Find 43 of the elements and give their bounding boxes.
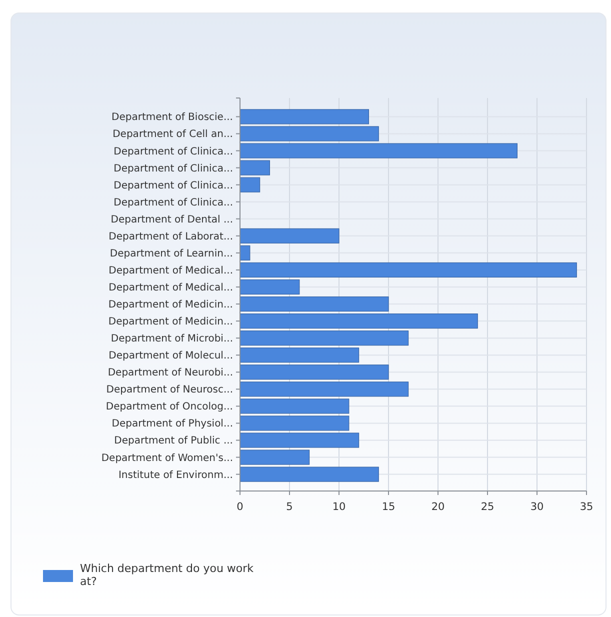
y-tick-label: Department of Physiol...	[112, 418, 233, 430]
y-tick-label: Department of Clinica...	[114, 197, 233, 208]
x-tick-label: 20	[431, 501, 445, 513]
y-tick-label: Department of Clinica...	[114, 163, 233, 174]
x-tick-label: 15	[382, 501, 396, 513]
bar	[240, 330, 409, 346]
y-tick-label: Institute of Environm...	[118, 470, 233, 481]
y-tick-label: Department of Microbi...	[110, 334, 233, 345]
x-tick-label: 0	[236, 501, 244, 513]
bar	[240, 382, 409, 397]
y-tick-label: Department of Medicin...	[108, 300, 233, 311]
y-tick-label: Department of Clinica...	[114, 180, 233, 192]
bar	[240, 364, 389, 380]
y-tick-label: Department of Medical...	[108, 282, 233, 294]
y-tick-label: Department of Neurosc...	[106, 384, 233, 396]
y-tick-label: Department of Molecul...	[108, 350, 233, 362]
x-tick-label: 25	[480, 501, 494, 513]
bar	[240, 296, 389, 312]
y-tick-label: Department of Public ...	[114, 436, 233, 447]
y-tick-label: Department of Medicin...	[108, 316, 233, 328]
y-tick-label: Department of Medical...	[108, 265, 233, 276]
x-tick-label: 35	[580, 501, 594, 513]
legend: Which department do you work at?	[43, 562, 254, 588]
y-tick-label: Department of Oncolog...	[106, 402, 233, 413]
bar	[240, 245, 250, 260]
y-tick-label: Department of Women's...	[101, 452, 233, 464]
y-tick-label: Department of Learnin...	[110, 248, 233, 260]
bar	[240, 279, 300, 295]
bar	[240, 314, 478, 329]
bar	[240, 348, 360, 363]
bar	[240, 262, 577, 278]
bar	[240, 228, 340, 244]
y-tick-label: Department of Cell an...	[112, 129, 233, 140]
y-tick-label: Department of Dental ...	[110, 214, 233, 226]
x-tick-label: 10	[332, 501, 346, 513]
y-tick-label: Department of Laborat...	[108, 231, 233, 242]
y-tick-label: Department of Clinica...	[114, 146, 233, 158]
bar	[240, 398, 350, 414]
y-tick-label: Department of Bioscie...	[112, 112, 233, 124]
y-tick-label: Department of Neurobi...	[108, 368, 233, 379]
x-tick-label: 30	[530, 501, 544, 513]
bar	[240, 177, 260, 192]
x-tick-label: 5	[286, 501, 293, 513]
